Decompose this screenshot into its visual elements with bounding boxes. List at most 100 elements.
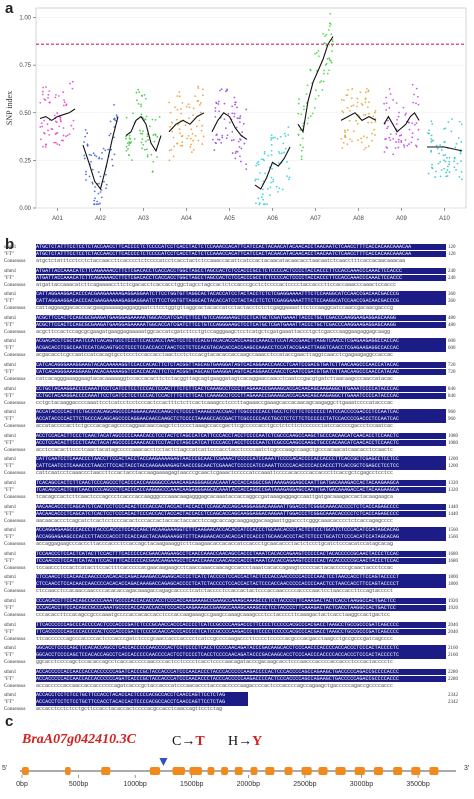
snp-point <box>460 160 462 162</box>
snp-point <box>328 69 330 72</box>
position-number: 960 <box>448 410 456 416</box>
snp-point <box>57 95 60 97</box>
snp-point <box>392 153 395 156</box>
snp-point <box>270 137 273 139</box>
snp-point <box>232 139 235 141</box>
sequence-name: Consensus <box>4 683 26 689</box>
consensus-row: aacaacaccctcagcatctcactcctcccacactcccacc… <box>36 517 446 524</box>
snp-point <box>245 108 248 111</box>
snp-point <box>367 101 370 104</box>
trend-line <box>82 116 119 191</box>
snp-point <box>373 134 376 136</box>
snp-point <box>262 203 265 206</box>
alignment-block: sthm1 "FT" Consensus ACCATACCCCACTTCTGCCCAC… <box>4 409 470 431</box>
snp-point <box>396 118 398 121</box>
position-number: 1560 <box>448 535 458 541</box>
snp-point <box>411 132 414 135</box>
snp-point <box>99 191 102 193</box>
bp-tick-label: 3000bp <box>350 781 373 788</box>
snp-point <box>255 202 257 205</box>
sequence-name: sthm1 <box>4 551 17 557</box>
consensus-row: tcacagccactcttcaactcccagccctcacccaccaagg… <box>36 493 446 501</box>
snp-point <box>397 146 400 149</box>
sequence-row: ACCATACCCCACTTCTGCCCACAGCAGCCCCAGGAACAAC… <box>36 409 446 416</box>
snp-point <box>142 130 144 133</box>
consensus-row: cattcaatcctcaaaccctaaccttccactacctaccaag… <box>36 470 446 477</box>
sequence-row: ACCACCCCCACCAACCACCACCCCCCAGATCACCCGCTAC… <box>36 675 446 683</box>
plot-frame <box>35 7 467 209</box>
exon <box>172 767 185 775</box>
exon <box>335 767 346 775</box>
snp-point <box>270 138 272 141</box>
snp-point <box>151 118 154 121</box>
snp-point <box>69 82 71 85</box>
snp-point <box>360 141 363 144</box>
snp-point <box>41 90 44 93</box>
snp-point <box>395 141 397 143</box>
exon <box>373 767 383 775</box>
position-numbers: 1080 1080 <box>448 433 472 447</box>
exon <box>101 767 111 775</box>
snp-point <box>281 152 283 155</box>
snp-point <box>97 203 100 206</box>
snp-point <box>360 137 363 140</box>
snp-point <box>257 160 260 163</box>
position-number: 720 <box>448 370 456 375</box>
snp-point <box>146 135 149 138</box>
snp-point <box>411 136 414 139</box>
sequence-name: "FT" <box>4 252 14 257</box>
snp-point <box>140 113 143 116</box>
snp-point <box>168 159 171 162</box>
snp-point <box>179 144 182 147</box>
exon <box>189 767 202 775</box>
sequence-name: sthm1 <box>4 410 17 416</box>
position-number: 1800 <box>448 582 458 588</box>
sequence-name: Consensus <box>4 636 26 642</box>
snp-point <box>307 117 310 119</box>
snp-point <box>130 159 133 162</box>
sequence-row: ACGACACCTCGCCAATCCATCACAGTGCCTCCCTCCACCA… <box>36 338 446 345</box>
consensus-row: accataccccacttctgcccacagcagccccaggaacaac… <box>36 423 446 430</box>
snp-point <box>417 128 420 131</box>
snp-point <box>343 129 346 132</box>
sequence-name: Consensus <box>4 400 26 406</box>
snp-point <box>151 170 154 173</box>
snp-point <box>105 187 107 190</box>
snp-point <box>62 91 65 94</box>
snp-point <box>430 134 433 137</box>
position-number: 1200 <box>448 457 458 463</box>
snp-point <box>154 118 157 121</box>
nucleotide-change: C→T <box>172 734 205 749</box>
snp-point <box>322 80 325 83</box>
y-tick-label: 0.50 <box>19 111 31 117</box>
snp-point <box>276 137 279 140</box>
position-number: 1560 <box>448 528 458 534</box>
position-numbers: 120 120 <box>448 244 472 258</box>
snp-point <box>328 57 331 60</box>
snp-point <box>417 96 419 98</box>
position-number: 1440 <box>448 511 458 517</box>
snp-point <box>172 155 175 158</box>
snp-point <box>321 89 324 91</box>
position-number: 2280 <box>448 676 458 682</box>
snp-point <box>317 94 320 97</box>
snp-point <box>150 153 153 156</box>
snp-point <box>443 159 445 162</box>
x-tick-label: A02 <box>95 216 106 222</box>
snp-point <box>242 122 245 125</box>
bp-tick-label: 3500bp <box>406 781 429 788</box>
snp-point <box>185 105 188 108</box>
position-number: 120 <box>448 252 456 257</box>
sequence-name: "FT" <box>4 346 14 352</box>
position-number: 1320 <box>448 488 458 493</box>
snp-point <box>201 88 204 91</box>
y-tick-label: 1.00 <box>19 16 31 22</box>
snp-point <box>221 134 224 137</box>
snp-point <box>95 203 98 206</box>
snp-point <box>346 143 349 146</box>
snp-point <box>309 115 312 118</box>
snp-point <box>322 32 325 35</box>
snp-point <box>197 87 200 90</box>
snp-point <box>395 123 398 125</box>
alignment-block: sthm1 "FT" Consensus AACAACACCCTCAGCATCTCAC… <box>4 503 470 526</box>
